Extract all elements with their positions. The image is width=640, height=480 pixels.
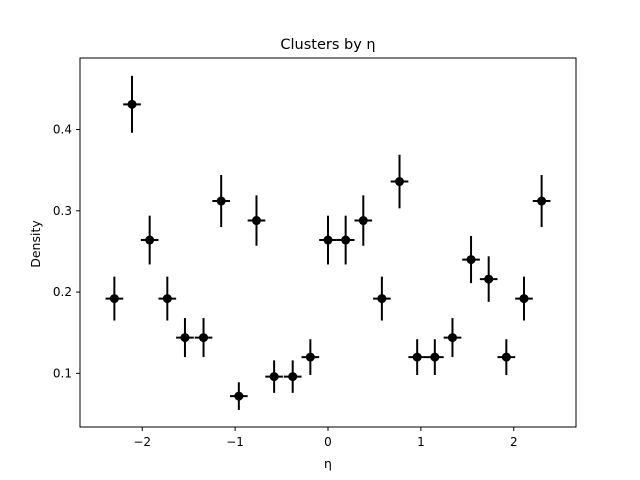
x-tick-label: 0	[324, 435, 332, 449]
data-point	[162, 294, 172, 304]
data-point-group	[247, 195, 266, 246]
data-point	[447, 333, 457, 343]
data-point	[109, 294, 119, 304]
y-axis-label: Density	[28, 220, 43, 268]
data-point-group	[176, 318, 194, 358]
data-point	[234, 391, 244, 401]
data-point	[323, 235, 333, 245]
data-point	[199, 333, 209, 343]
data-point	[377, 294, 387, 304]
data-point-group	[301, 339, 320, 375]
chart-title: Clusters by η	[280, 37, 375, 53]
data-point-group	[230, 382, 248, 410]
y-axis-ticks: 0.1 0.2 0.3 0.4	[53, 123, 80, 380]
x-tick-label: 1	[417, 435, 425, 449]
data-point-group	[283, 360, 302, 393]
data-point	[305, 352, 315, 362]
data-point-group	[462, 235, 480, 284]
data-point	[145, 235, 155, 245]
data-point	[501, 352, 511, 362]
data-point	[127, 99, 137, 109]
data-point	[288, 372, 298, 382]
data-point-group	[425, 339, 444, 375]
data-point	[358, 216, 368, 226]
data-point-group	[532, 175, 551, 228]
x-axis-ticks: −2 −1 0 1 2	[133, 427, 518, 449]
data-point	[269, 372, 279, 382]
data-point-group	[140, 215, 159, 265]
y-tick-label: 0.1	[53, 366, 72, 380]
plot-marks	[105, 75, 551, 410]
data-point-group	[265, 360, 283, 393]
data-point-group	[194, 318, 213, 358]
data-point-group	[123, 75, 141, 133]
data-point-group	[408, 339, 426, 375]
x-tick-label: −1	[226, 435, 244, 449]
data-point	[395, 177, 405, 187]
data-point-group	[319, 215, 337, 265]
x-axis-label: η	[324, 456, 332, 471]
data-point-group	[443, 318, 462, 358]
data-point-group	[515, 276, 533, 321]
data-point-group	[212, 175, 231, 228]
x-tick-label: 2	[510, 435, 518, 449]
data-point	[466, 255, 476, 265]
data-point-group	[354, 195, 373, 246]
data-point	[519, 294, 529, 304]
data-point-group	[373, 276, 391, 321]
data-point	[341, 235, 351, 245]
data-point-group	[105, 276, 124, 321]
data-point-group	[158, 276, 177, 321]
data-point	[537, 196, 547, 206]
y-tick-label: 0.4	[53, 123, 72, 137]
data-point	[412, 352, 422, 362]
data-point	[251, 216, 261, 226]
data-point-group	[390, 154, 409, 209]
data-point-group	[479, 256, 498, 302]
y-tick-label: 0.2	[53, 285, 72, 299]
data-point	[484, 274, 494, 284]
data-point	[216, 196, 226, 206]
plot-area-frame	[79, 57, 577, 428]
data-point	[180, 333, 190, 343]
y-tick-label: 0.3	[53, 204, 72, 218]
data-point	[430, 352, 440, 362]
data-point-group	[336, 215, 355, 265]
x-tick-label: −2	[133, 435, 151, 449]
data-point-group	[497, 339, 516, 375]
